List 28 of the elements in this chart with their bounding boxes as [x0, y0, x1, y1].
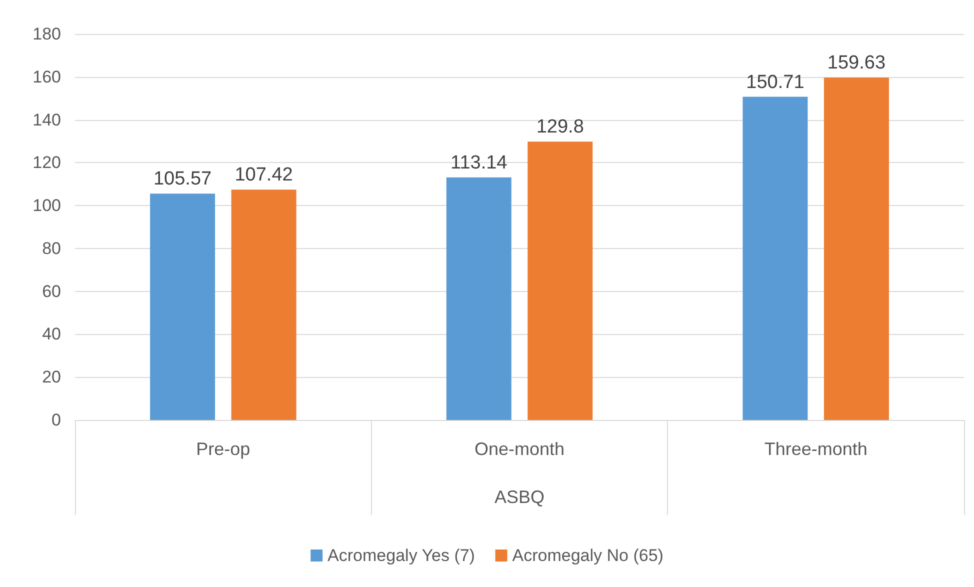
x-tick-label: Pre-op: [196, 439, 250, 459]
y-tick-label: 140: [32, 110, 61, 130]
legend-label: Acromegaly Yes (7): [328, 546, 475, 565]
bar: [150, 194, 216, 420]
data-label: 113.14: [450, 152, 508, 174]
bar: [528, 142, 593, 420]
x-tick-label: One-month: [474, 439, 565, 459]
x-axis-title: ASBQ: [494, 487, 545, 507]
bar: [824, 78, 889, 420]
x-tick-label: Three-month: [764, 439, 868, 459]
data-label: 159.63: [827, 52, 886, 74]
y-tick-label: 100: [32, 196, 61, 216]
y-tick-label: 0: [52, 410, 61, 430]
legend-label: Acromegaly No (65): [512, 546, 664, 565]
bar: [446, 177, 512, 420]
data-label: 129.8: [536, 116, 584, 138]
data-label: 150.71: [746, 72, 804, 93]
data-label: 107.42: [234, 164, 293, 186]
y-tick-label: 160: [32, 67, 61, 86]
y-tick-label: 80: [42, 238, 61, 258]
data-label: 105.57: [153, 168, 212, 190]
y-tick-label: 180: [32, 24, 61, 44]
bar: [742, 96, 808, 420]
y-tick-label: 60: [42, 282, 61, 301]
y-tick-label: 120: [32, 153, 61, 172]
y-tick-label: 20: [42, 368, 61, 387]
bar: [231, 190, 296, 420]
y-tick-label: 40: [42, 324, 61, 344]
